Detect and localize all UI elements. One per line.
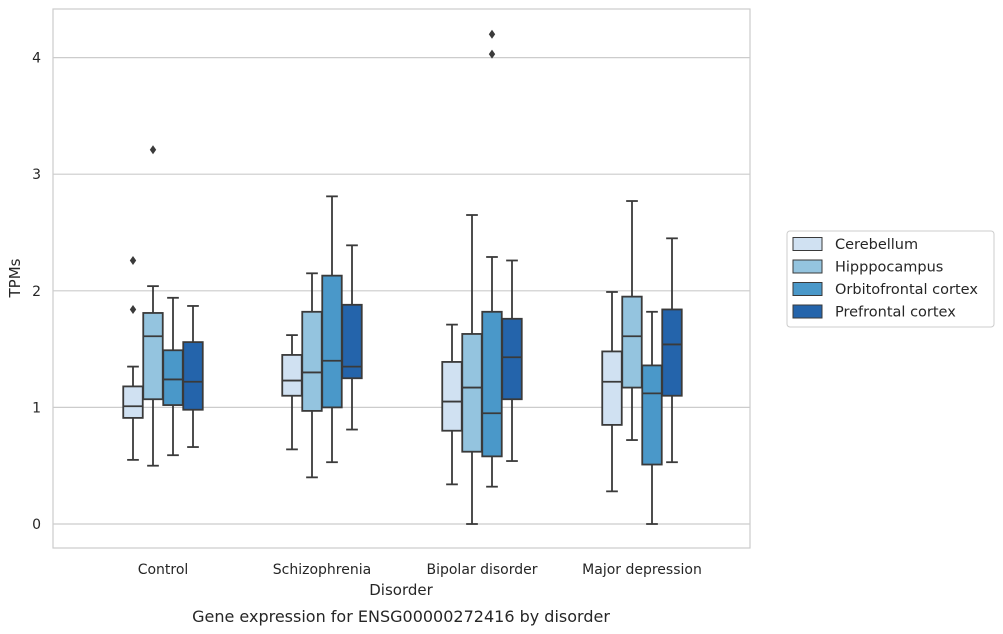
legend-swatch (792, 304, 823, 319)
y-tick-label: 4 (32, 51, 41, 67)
outlier-point (129, 255, 137, 265)
y-tick-label: 0 (32, 517, 41, 533)
outlier-point (488, 49, 496, 59)
legend-swatch (792, 282, 823, 296)
box-group (321, 195, 343, 464)
box (321, 274, 343, 409)
box-group (661, 237, 683, 464)
x-tick-label: Control (138, 562, 189, 578)
plot-frame (52, 8, 751, 549)
box (301, 310, 323, 412)
outlier-point (149, 145, 157, 155)
x-tick-label: Major depression (582, 562, 702, 578)
box-group (481, 29, 503, 488)
y-axis-label: TPMs (6, 258, 24, 298)
box (501, 317, 523, 401)
box (661, 308, 683, 397)
box-group (501, 259, 523, 462)
box (481, 310, 503, 458)
box-group (301, 272, 323, 479)
legend-label: Prefrontal cortex (835, 305, 956, 321)
box-group (142, 145, 164, 467)
legend-swatch (792, 237, 823, 251)
box-group (601, 291, 623, 493)
box (341, 303, 363, 380)
x-tick-label: Schizophrenia (273, 562, 371, 578)
box-group (341, 244, 363, 431)
box-group (122, 255, 144, 461)
box-group (621, 200, 643, 441)
box (142, 312, 164, 401)
y-axis-ticks: 0 1 2 3 4 (32, 51, 41, 533)
legend: Cerebellum Hipppocampus Orbitofrontal cort… (786, 230, 995, 328)
outlier-point (488, 29, 496, 39)
box (162, 349, 184, 406)
box (621, 295, 643, 389)
box-group (162, 296, 184, 457)
legend-swatch (792, 259, 823, 274)
y-tick-label: 3 (32, 167, 41, 183)
box (601, 350, 623, 426)
box (441, 361, 463, 432)
y-tick-label: 1 (32, 400, 41, 416)
box-group (182, 305, 204, 448)
plot-area (122, 29, 683, 525)
legend-label: Hipppocampus (835, 260, 943, 276)
y-tick-label: 2 (32, 284, 41, 300)
outlier-point (129, 304, 137, 314)
box (281, 354, 303, 397)
x-axis-ticks: Control Schizophrenia Bipolar disorder Majo… (138, 562, 702, 578)
x-tick-label: Bipolar disorder (426, 562, 537, 578)
box-group (441, 323, 463, 486)
box (122, 385, 144, 419)
box-group (641, 310, 663, 525)
box (641, 364, 663, 466)
legend-frame (786, 230, 995, 328)
gridlines (53, 56, 750, 525)
legend-label: Orbitofrontal cortex (835, 282, 978, 298)
legend-label: Cerebellum (835, 237, 918, 253)
box-group (461, 214, 483, 525)
box-group (281, 334, 303, 451)
box (182, 341, 204, 411)
chart-caption: Gene expression for ENSG00000272416 by d… (192, 607, 610, 626)
x-axis-label: Disorder (369, 581, 433, 599)
box (461, 333, 483, 453)
